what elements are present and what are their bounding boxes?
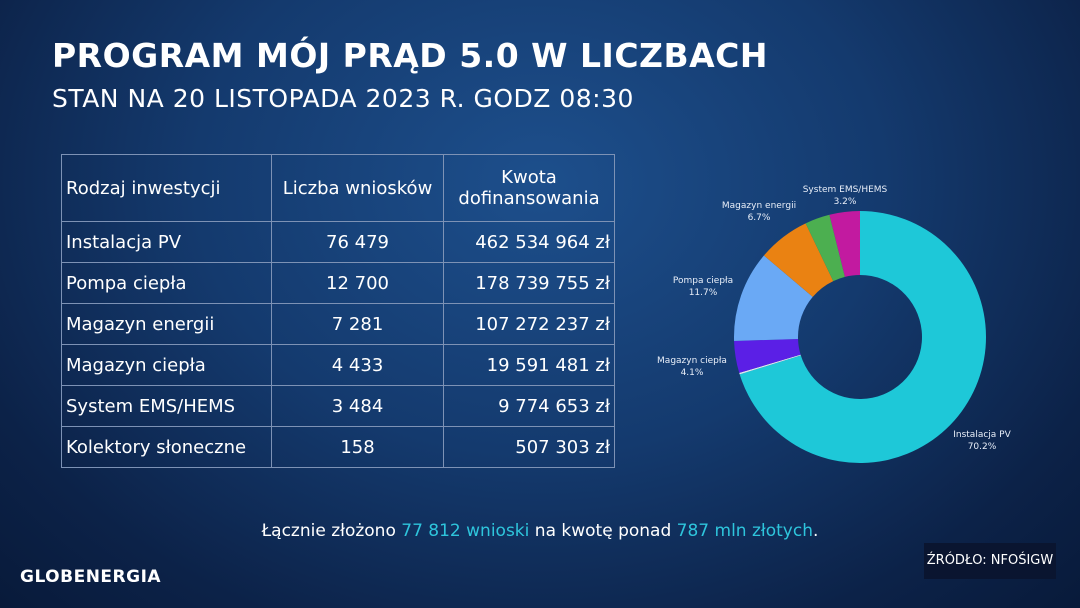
cell-amount: 178 739 755 zł [443,262,615,304]
cell-amount: 462 534 964 zł [443,221,615,263]
slice-percent: 3.2% [834,197,857,207]
slice-percent: 4.1% [681,368,704,378]
slice-label: Pompa ciepła [673,276,733,286]
source-label: ŹRÓDŁO: NFOŚIGW [924,543,1056,579]
slice-label: Magazyn ciepła [657,356,727,366]
table-row: Magazyn ciepła 4 433 19 591 481 zł [61,344,615,386]
table-row: System EMS/HEMS 3 484 9 774 653 zł [61,385,615,427]
page-subtitle: STAN NA 20 LISTOPADA 2023 R. GODZ 08:30 [52,84,634,113]
globenergia-logo: GLOBENERGIA [20,567,162,587]
summary-pre: Łącznie złożono [261,521,402,541]
cell-count: 4 433 [271,344,444,386]
cell-type: Kolektory słoneczne [61,426,272,468]
slice-label: Instalacja PV [953,430,1011,440]
slice-percent: 11.7% [689,288,718,298]
cell-amount: 507 303 zł [443,426,615,468]
cell-type: Magazyn energii [61,303,272,345]
header-amount: Kwota dofinansowania [443,154,615,222]
cell-type: Instalacja PV [61,221,272,263]
cell-type: Magazyn ciepła [61,344,272,386]
cell-count: 7 281 [271,303,444,345]
header-type: Rodzaj inwestycji [61,154,272,222]
slice-pompa-ciepła [734,255,813,341]
summary-post: . [812,521,819,541]
cell-type: System EMS/HEMS [61,385,272,427]
investment-table: Rodzaj inwestycji Liczba wniosków Kwota … [61,154,615,468]
slice-percent: 70.2% [968,442,997,452]
slice-percent: 6.7% [748,213,771,223]
summary-text: Łącznie złożono 77 812 wnioski na kwotę … [0,521,1080,541]
slice-other [829,211,860,277]
slice-system-ems-hems [805,214,845,282]
cell-count: 158 [271,426,444,468]
slice-kolektory-słoneczne [739,354,801,375]
slice-magazyn-ciepła [734,338,801,373]
slice-magazyn-energii [763,223,834,297]
cell-amount: 9 774 653 zł [443,385,615,427]
table-row: Kolektory słoneczne 158 507 303 zł [61,426,615,468]
slice-label: Magazyn energii [722,201,796,211]
summary-mid: na kwotę ponad [529,521,677,541]
table-row: Instalacja PV 76 479 462 534 964 zł [61,221,615,263]
summary-count: 77 812 wnioski [401,521,530,541]
cell-amount: 19 591 481 zł [443,344,615,386]
slice-instalacja-pv [739,211,986,463]
cell-type: Pompa ciepła [61,262,272,304]
table-header-row: Rodzaj inwestycji Liczba wniosków Kwota … [61,154,615,222]
summary-amount: 787 mln złotych [676,521,813,541]
page-title: PROGRAM MÓJ PRĄD 5.0 W LICZBACH [52,36,769,75]
slice-label: System EMS/HEMS [803,185,888,195]
